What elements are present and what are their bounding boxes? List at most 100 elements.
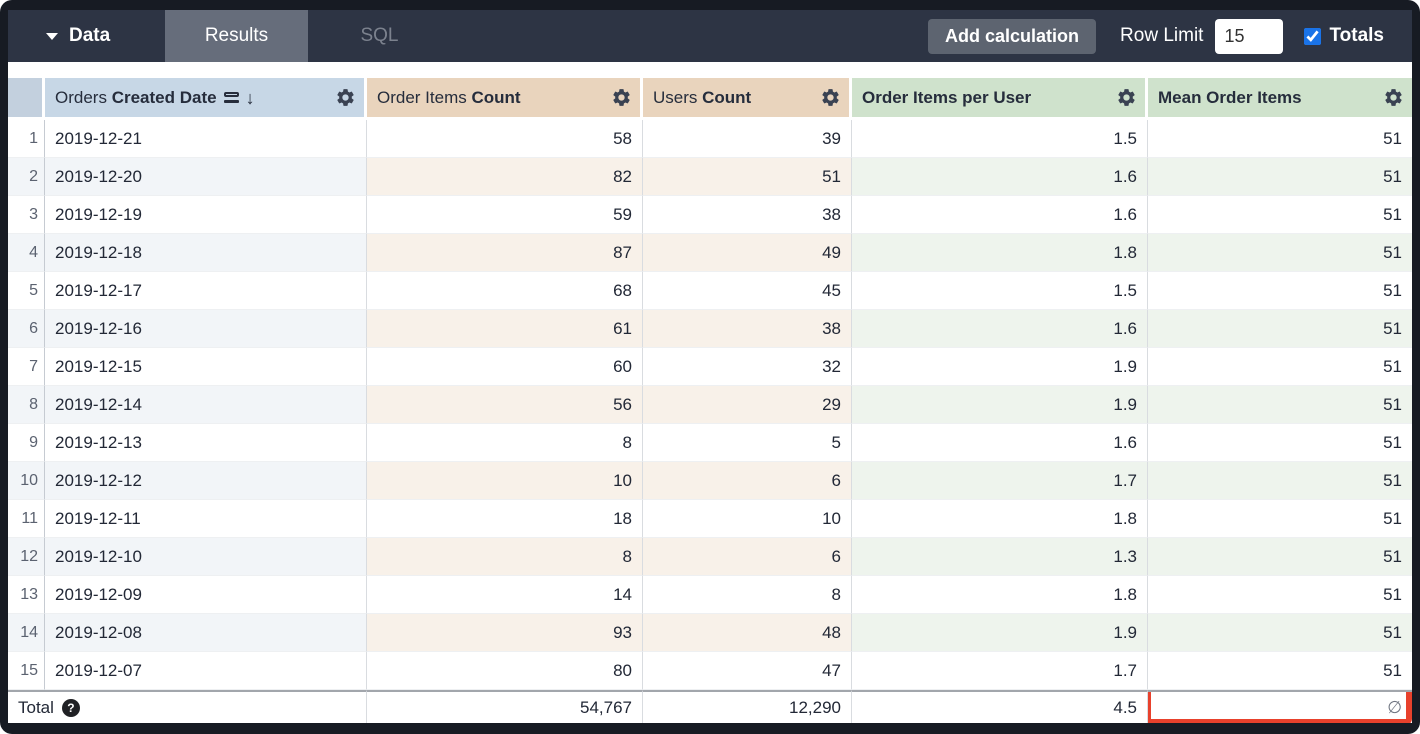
cell-users-count[interactable]: 6 [643,462,852,500]
cell-orders-created-date[interactable]: 2019-12-15 [45,348,367,386]
cell-order-items-per-user[interactable]: 1.6 [852,158,1148,196]
cell-order-items-count[interactable]: 59 [367,196,643,234]
cell-order-items-per-user[interactable]: 1.6 [852,310,1148,348]
gear-icon[interactable] [1383,87,1404,108]
cell-mean-order-items[interactable]: 51 [1148,120,1412,158]
cell-users-count[interactable]: 39 [643,120,852,158]
cell-mean-order-items[interactable]: 51 [1148,576,1412,614]
tab-results-label: Results [204,25,269,46]
cell-users-count[interactable]: 45 [643,272,852,310]
add-calculation-button[interactable]: Add calculation [928,18,1097,54]
cell-order-items-count[interactable]: 93 [367,614,643,652]
cell-users-count[interactable]: 5 [643,424,852,462]
cell-order-items-count[interactable]: 60 [367,348,643,386]
cell-order-items-per-user[interactable]: 1.8 [852,234,1148,272]
cell-mean-order-items[interactable]: 51 [1148,500,1412,538]
cell-order-items-count[interactable]: 14 [367,576,643,614]
data-section-toggle[interactable]: Data [8,10,165,62]
total-label: Total [18,697,54,717]
cell-order-items-per-user[interactable]: 1.6 [852,424,1148,462]
cell-users-count[interactable]: 47 [643,652,852,690]
cell-orders-created-date[interactable]: 2019-12-12 [45,462,367,500]
cell-orders-created-date[interactable]: 2019-12-16 [45,310,367,348]
cell-orders-created-date[interactable]: 2019-12-10 [45,538,367,576]
cell-order-items-count[interactable]: 18 [367,500,643,538]
cell-order-items-count[interactable]: 61 [367,310,643,348]
column-header-order-items-count[interactable]: Order Items Count [367,78,643,120]
cell-orders-created-date[interactable]: 2019-12-07 [45,652,367,690]
cell-orders-created-date[interactable]: 2019-12-17 [45,272,367,310]
cell-order-items-per-user[interactable]: 1.5 [852,120,1148,158]
cell-order-items-count[interactable]: 80 [367,652,643,690]
cell-mean-order-items[interactable]: 51 [1148,196,1412,234]
column-header-orders-created-date[interactable]: Orders Created Date ↓ [45,78,367,120]
cell-order-items-count[interactable]: 87 [367,234,643,272]
row-limit-input[interactable] [1215,18,1284,54]
cell-order-items-per-user[interactable]: 1.7 [852,462,1148,500]
tab-results[interactable]: Results [165,10,308,62]
gear-icon[interactable] [820,87,841,108]
cell-order-items-count[interactable]: 58 [367,120,643,158]
cell-mean-order-items[interactable]: 51 [1148,462,1412,500]
sort-descending-arrow-icon[interactable]: ↓ [245,87,255,108]
cell-orders-created-date[interactable]: 2019-12-21 [45,120,367,158]
cell-mean-order-items[interactable]: 51 [1148,386,1412,424]
cell-users-count[interactable]: 38 [643,310,852,348]
gear-icon[interactable] [335,87,356,108]
cell-orders-created-date[interactable]: 2019-12-14 [45,386,367,424]
column-label: Order Items per User [862,87,1032,107]
gear-icon[interactable] [611,87,632,108]
cell-order-items-per-user[interactable]: 1.8 [852,576,1148,614]
cell-order-items-per-user[interactable]: 1.6 [852,196,1148,234]
cell-order-items-per-user[interactable]: 1.3 [852,538,1148,576]
cell-users-count[interactable]: 8 [643,576,852,614]
gear-icon[interactable] [1116,87,1137,108]
cell-orders-created-date[interactable]: 2019-12-19 [45,196,367,234]
cell-orders-created-date[interactable]: 2019-12-11 [45,500,367,538]
row-number: 7 [8,348,45,386]
cell-users-count[interactable]: 48 [643,614,852,652]
help-icon[interactable]: ? [61,698,80,717]
cell-mean-order-items[interactable]: 51 [1148,348,1412,386]
cell-mean-order-items[interactable]: 51 [1148,652,1412,690]
cell-order-items-per-user[interactable]: 1.9 [852,348,1148,386]
cell-mean-order-items[interactable]: 51 [1148,614,1412,652]
cell-users-count[interactable]: 49 [643,234,852,272]
column-header-users-count[interactable]: Users Count [643,78,852,120]
cell-mean-order-items[interactable]: 51 [1148,272,1412,310]
table-row: 15 2019-12-07 80 47 1.7 51 [8,652,1412,690]
cell-order-items-count[interactable]: 68 [367,272,643,310]
cell-mean-order-items[interactable]: 51 [1148,158,1412,196]
cell-order-items-per-user[interactable]: 1.9 [852,614,1148,652]
cell-orders-created-date[interactable]: 2019-12-13 [45,424,367,462]
cell-mean-order-items[interactable]: 51 [1148,424,1412,462]
column-header-mean-order-items[interactable]: Mean Order Items [1148,78,1412,120]
cell-orders-created-date[interactable]: 2019-12-18 [45,234,367,272]
cell-order-items-per-user[interactable]: 1.7 [852,652,1148,690]
cell-order-items-per-user[interactable]: 1.8 [852,500,1148,538]
cell-mean-order-items[interactable]: 51 [1148,538,1412,576]
cell-order-items-per-user[interactable]: 1.9 [852,386,1148,424]
column-header-order-items-per-user[interactable]: Order Items per User [852,78,1148,120]
cell-orders-created-date[interactable]: 2019-12-08 [45,614,367,652]
cell-users-count[interactable]: 10 [643,500,852,538]
cell-order-items-count[interactable]: 8 [367,424,643,462]
totals-checkbox[interactable] [1304,27,1322,45]
cell-orders-created-date[interactable]: 2019-12-09 [45,576,367,614]
cell-users-count[interactable]: 32 [643,348,852,386]
cell-users-count[interactable]: 6 [643,538,852,576]
table-row: 3 2019-12-19 59 38 1.6 51 [8,196,1412,234]
cell-order-items-per-user[interactable]: 1.5 [852,272,1148,310]
cell-users-count[interactable]: 38 [643,196,852,234]
cell-mean-order-items[interactable]: 51 [1148,310,1412,348]
sort-fields-icon[interactable] [223,92,239,103]
cell-users-count[interactable]: 51 [643,158,852,196]
cell-order-items-count[interactable]: 8 [367,538,643,576]
cell-order-items-count[interactable]: 82 [367,158,643,196]
cell-orders-created-date[interactable]: 2019-12-20 [45,158,367,196]
cell-users-count[interactable]: 29 [643,386,852,424]
tab-sql[interactable]: SQL [308,10,451,62]
cell-order-items-count[interactable]: 56 [367,386,643,424]
cell-order-items-count[interactable]: 10 [367,462,643,500]
cell-mean-order-items[interactable]: 51 [1148,234,1412,272]
